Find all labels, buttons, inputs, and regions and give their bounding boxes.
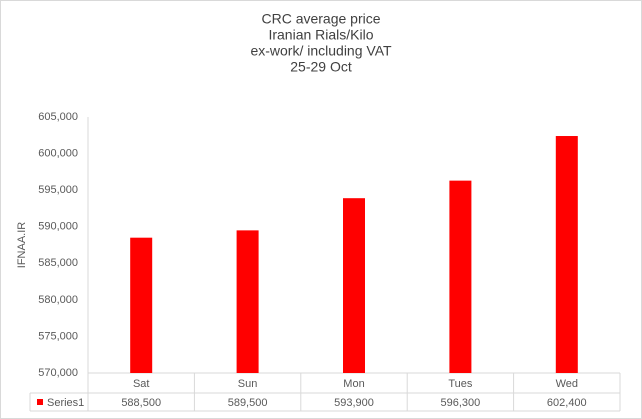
y-tick-label: 595,000 bbox=[38, 184, 78, 196]
y-tick-label: 600,000 bbox=[38, 147, 78, 159]
bar bbox=[343, 198, 365, 373]
x-tick-label: Sun bbox=[238, 378, 258, 390]
bar bbox=[130, 237, 153, 373]
y-tick-label: 605,000 bbox=[38, 111, 78, 123]
y-tick-label: 585,000 bbox=[38, 257, 78, 269]
y-tick-label: 580,000 bbox=[38, 294, 78, 306]
chart-title: CRC average price bbox=[261, 11, 380, 27]
y-tick-label: 575,000 bbox=[38, 330, 78, 342]
bar bbox=[449, 180, 472, 373]
data-table-value: 593,900 bbox=[334, 397, 374, 409]
x-tick-label: Mon bbox=[343, 378, 364, 390]
chart-title: Iranian Rials/Kilo bbox=[268, 27, 373, 43]
chart-title: ex-work/ including VAT bbox=[250, 43, 392, 59]
data-table-value: 589,500 bbox=[228, 397, 268, 409]
y-tick-label: 570,000 bbox=[38, 367, 78, 379]
y-tick-label: 590,000 bbox=[38, 221, 78, 233]
data-table-value: 596,300 bbox=[441, 397, 481, 409]
legend-swatch bbox=[37, 399, 43, 405]
legend-label: Series1 bbox=[47, 397, 84, 409]
x-tick-label: Sat bbox=[133, 378, 150, 390]
data-table-value: 588,500 bbox=[121, 397, 161, 409]
bar bbox=[555, 136, 578, 373]
data-table-value: 602,400 bbox=[547, 397, 587, 409]
x-tick-label: Wed bbox=[556, 378, 578, 390]
chart-title: 25-29 Oct bbox=[290, 59, 352, 75]
y-axis-label: IFNAA.IR bbox=[16, 222, 28, 269]
bar bbox=[236, 230, 259, 373]
x-tick-label: Tues bbox=[448, 378, 473, 390]
